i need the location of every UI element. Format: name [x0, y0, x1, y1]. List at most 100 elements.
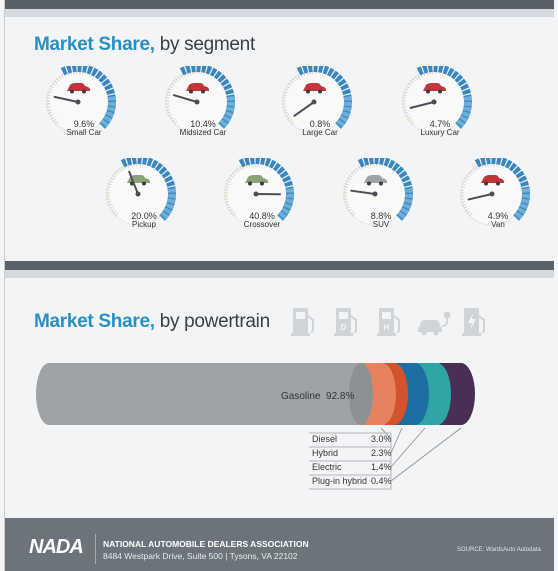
gauge-ticks: [343, 162, 381, 217]
gauge-value: 8.8%: [370, 211, 392, 221]
gauge-band: [474, 158, 530, 221]
nada-logo: NADA: [29, 536, 84, 558]
gauge-band-light: [159, 188, 176, 221]
car-wheel: [189, 89, 193, 94]
top-bar: [5, 0, 554, 9]
gauge-hub: [253, 191, 259, 197]
gauge-hub: [372, 191, 378, 197]
hybrid-pump-icon: H: [377, 308, 400, 336]
gauge-band-light: [277, 188, 294, 221]
association-name: NATIONAL AUTOMOBILE DEALERS ASSOCIATION: [103, 539, 309, 549]
gauge-label: Crossover: [243, 220, 281, 229]
gauge-label: SUV: [372, 220, 390, 229]
legend-row-diesel: Diesel 3.0%: [309, 433, 397, 445]
association-address: 8484 Westpark Drive, Suite 500 | Tysons,…: [103, 551, 298, 561]
svg-text:H: H: [384, 323, 390, 332]
legend-row-hybrid: Hybrid 2.3%: [309, 447, 397, 459]
gauge: 10.4% Midsized Car: [151, 66, 235, 144]
segment-title-accent: Market Share,: [34, 34, 155, 55]
gauge-ticks: [106, 162, 144, 217]
plug-in-pump-icon: [462, 308, 485, 336]
segment-panel: [5, 17, 554, 260]
diesel-pump-icon: D: [334, 308, 357, 336]
bar-cap-gasoline-right: [349, 363, 373, 425]
gauge-needle: [128, 170, 139, 195]
gauge-band-light: [513, 188, 530, 221]
gauge-band: [296, 66, 352, 129]
section-divider: [5, 261, 554, 270]
gauge-value: 10.4%: [190, 119, 216, 129]
svg-text:D: D: [341, 323, 347, 332]
powertrain-title-rest: by powertrain: [154, 311, 270, 332]
car-icon: [303, 83, 326, 91]
legend-value: 0.4%: [371, 476, 392, 486]
legend-value: 2.3%: [371, 448, 392, 458]
car-wheel: [306, 89, 310, 94]
gauge-label: Van: [491, 220, 505, 229]
leader-line: [390, 427, 403, 454]
car-icon: [364, 175, 387, 183]
gauge-needle: [350, 189, 376, 195]
legend-name: Hybrid: [312, 448, 339, 458]
car-wheel: [82, 89, 86, 94]
legend-row-electric: Electric 1.4%: [309, 461, 397, 473]
car-wheel: [260, 181, 264, 186]
leader-line: [390, 427, 426, 468]
powertrain-title-accent: Market Share,: [34, 311, 155, 332]
gauge-label: Midsized Car: [179, 128, 227, 137]
car-icon: [423, 83, 446, 91]
top-subbar: [5, 9, 554, 17]
footer: [5, 518, 554, 571]
leader-line: [390, 427, 462, 482]
car-wheel: [496, 181, 500, 186]
gauge-band-light: [396, 188, 413, 221]
segment-title: Market Share, by segment: [34, 34, 255, 56]
car-wheel: [438, 89, 442, 94]
segment-title-rest: by segment: [154, 34, 256, 55]
car-wheel: [201, 89, 205, 94]
car-icon: [481, 175, 504, 183]
gauge-band-light: [335, 96, 352, 129]
car-wheel: [379, 181, 383, 186]
gauge-value: 9.6%: [73, 119, 95, 129]
legend-name: Diesel: [312, 434, 338, 444]
gauge-ticks: [282, 70, 320, 125]
gauge-needle: [293, 101, 315, 117]
source-note: SOURCE: WardsAuto Autodata: [457, 547, 541, 553]
gauge-hub: [431, 99, 437, 105]
powertrain-bar-chart: [36, 363, 475, 490]
section-divider-light: [5, 270, 554, 278]
electric-car-plug-icon: [418, 312, 450, 336]
car-icon: [245, 175, 268, 183]
gauge: 40.8% Crossover: [210, 158, 294, 236]
gauge-value: 4.9%: [487, 211, 509, 221]
gas-pump-icon: [291, 308, 314, 336]
car-icon: [67, 83, 90, 91]
gauge-label: Luxury Car: [420, 128, 460, 137]
bar-cap-gasoline-left: [36, 363, 62, 425]
gauge-band: [60, 66, 116, 129]
gauge-label: Pickup: [131, 220, 156, 229]
powertrain-title: Market Share, by powertrain: [34, 311, 270, 333]
legend-row-plugin: Plug-in hybrid 0.4%: [309, 475, 397, 487]
car-icon: [186, 83, 209, 91]
gauge-needle: [172, 94, 198, 103]
gauge: 20.0% Pickup: [92, 158, 176, 236]
legend-name: Electric: [312, 462, 342, 472]
car-wheel: [484, 181, 488, 186]
bar-segment-gasoline: [49, 363, 361, 425]
gauge-band: [120, 158, 176, 221]
car-wheel: [248, 181, 252, 186]
gauge: 9.6% Small Car: [32, 66, 116, 144]
gasoline-name: Gasoline: [281, 391, 321, 402]
gauge-hub: [135, 191, 141, 197]
car-wheel: [142, 181, 146, 186]
car-wheel: [426, 89, 430, 94]
gauge-ticks: [46, 70, 84, 125]
gauge-ticks: [402, 70, 440, 125]
legend-name: Plug-in hybrid: [312, 476, 368, 486]
gasoline-value: 92.8%: [326, 391, 355, 402]
gauge-value: 0.8%: [309, 119, 331, 129]
gauge: 0.8% Large Car: [268, 66, 352, 144]
gauge-hub: [489, 191, 495, 197]
